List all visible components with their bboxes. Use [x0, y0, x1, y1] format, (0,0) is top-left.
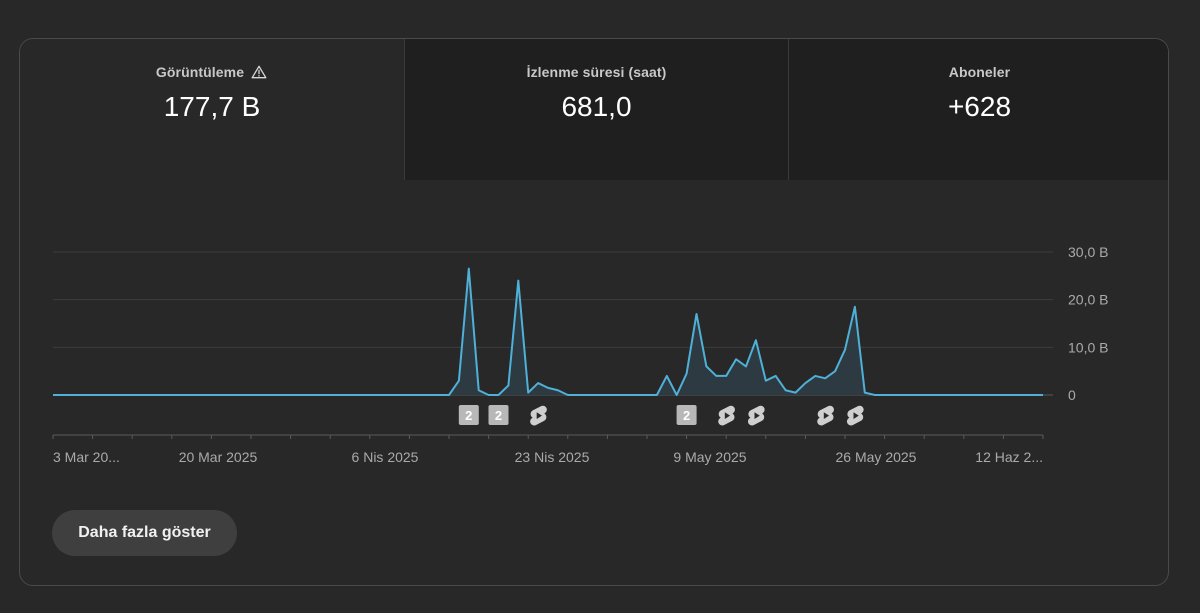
shorts-play — [853, 412, 859, 419]
tab-watch-time[interactable]: İzlenme süresi (saat) 681,0 — [404, 39, 788, 180]
y-tick-label: 0 — [1068, 387, 1076, 403]
upload-badge[interactable]: 2 — [676, 405, 697, 425]
shorts-play — [754, 412, 760, 419]
tab-views-label: Görüntüleme — [155, 64, 245, 80]
shorts-play — [536, 412, 542, 419]
tab-subscribers[interactable]: Aboneler +628 — [788, 39, 1168, 180]
metric-tabs: Görüntüleme 177,7 B İzlenme süresi (saat… — [20, 39, 1168, 180]
y-tick-label: 30,0 B — [1068, 244, 1108, 260]
x-axis-label: 20 Mar 2025 — [179, 449, 258, 465]
badge-count: 2 — [465, 408, 472, 423]
tab-watch-time-label: İzlenme süresi (saat) — [526, 64, 667, 80]
shorts-play — [724, 412, 731, 419]
analytics-card: Görüntüleme 177,7 B İzlenme süresi (saat… — [19, 38, 1169, 586]
x-axis-label: 12 Haz 2... — [975, 449, 1043, 465]
tab-subscribers-label: Aboneler — [948, 64, 1011, 80]
tab-views[interactable]: Görüntüleme 177,7 B — [20, 39, 404, 180]
y-tick-label: 10,0 B — [1068, 339, 1108, 355]
x-axis-label: 26 May 2025 — [836, 449, 917, 465]
tab-subscribers-value: +628 — [947, 91, 1012, 122]
x-axis-label: 6 Nis 2025 — [352, 449, 419, 465]
badge-bg — [458, 405, 479, 425]
upload-badge[interactable]: 2 — [488, 405, 509, 425]
x-axis-label: 23 Nis 2025 — [515, 449, 590, 465]
series-area — [53, 268, 1043, 395]
y-tick-label: 20,0 B — [1068, 292, 1108, 308]
badge-bg — [488, 405, 509, 425]
badge-count: 2 — [495, 408, 502, 423]
warning-icon[interactable] — [250, 65, 268, 79]
shorts-play — [823, 412, 830, 419]
upload-badge[interactable]: 2 — [458, 405, 479, 425]
shorts-icon[interactable] — [747, 405, 765, 426]
badge-bg — [676, 405, 697, 425]
series-line — [53, 267, 1043, 396]
tab-watch-time-value: 681,0 — [561, 91, 632, 122]
shorts-icon[interactable] — [718, 405, 735, 426]
shorts-icon[interactable] — [817, 405, 834, 426]
show-more-button[interactable]: Daha fazla göster — [52, 510, 237, 556]
x-axis-label: 3 Mar 20... — [53, 449, 120, 465]
tab-views-value: 177,7 B — [163, 91, 261, 122]
shorts-icon[interactable] — [846, 405, 864, 426]
views-chart[interactable]: 0 10,0 B 20,0 B 30,0 B 2 2 2 3 Mar 20... 20 Mar … — [20, 39, 1169, 479]
badge-count: 2 — [683, 408, 690, 423]
x-axis-label: 9 May 2025 — [673, 449, 746, 465]
shorts-icon[interactable] — [530, 405, 547, 426]
